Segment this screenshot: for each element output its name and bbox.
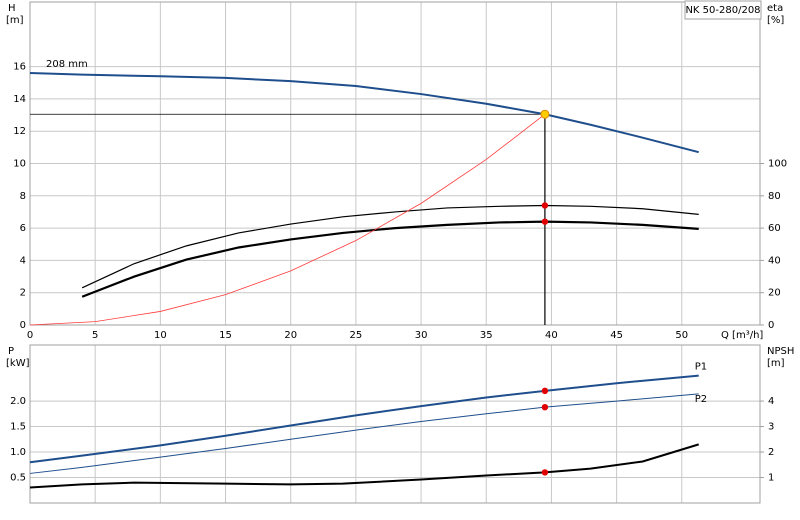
x-tick-label: 20 (284, 330, 297, 341)
y-tick-label: 8 (20, 191, 26, 202)
y2-axis-unit: [m] (767, 358, 785, 369)
series-line (29, 393, 699, 474)
series-label: 208 mm (46, 59, 88, 70)
x-tick-label: 45 (610, 330, 623, 341)
y-tick-label: 12 (13, 126, 26, 137)
plot-frame (29, 344, 761, 504)
plot-frame (29, 1, 761, 326)
operating-point-marker (541, 403, 549, 411)
y2-tick-label: 60 (768, 223, 781, 234)
y-axis-label: H (8, 3, 16, 14)
title-box (684, 0, 762, 20)
y2-axis-label: NPSH (767, 346, 794, 357)
y-axis-unit: [kW] (6, 358, 30, 369)
operating-point-marker (541, 218, 549, 225)
x-tick-label: 15 (219, 330, 232, 341)
x-tick-label: 5 (92, 330, 98, 341)
x-tick-label: 40 (545, 330, 558, 341)
operating-point-marker (541, 469, 549, 476)
y-tick-label: 2 (20, 288, 26, 299)
series-line (29, 113, 546, 326)
y2-axis-label: eta (767, 3, 783, 14)
y-tick-label: 6 (20, 223, 26, 234)
y-tick-label: 1.0 (10, 447, 26, 458)
series-line (29, 374, 699, 464)
y2-tick-label: 1 (768, 473, 774, 484)
x-axis-label: Q [m³/h] (721, 330, 763, 341)
y2-tick-label: 0 (768, 320, 774, 331)
y-axis-label: P (8, 346, 14, 357)
y2-tick-label: 3 (768, 422, 774, 433)
series-line (81, 220, 699, 298)
y2-axis-unit: [%] (767, 15, 784, 26)
operating-point (540, 109, 550, 119)
x-tick-label: 10 (154, 330, 167, 341)
series-line (29, 443, 700, 489)
y2-tick-label: 40 (768, 255, 781, 266)
y-tick-label: 16 (13, 62, 26, 73)
x-tick-label: 35 (480, 330, 493, 341)
operating-point-marker (541, 387, 549, 395)
operating-point-marker (541, 202, 549, 209)
series-label: P1 (695, 362, 707, 373)
series-line (29, 72, 699, 154)
x-tick-label: 30 (415, 330, 428, 341)
x-tick-label: 0 (27, 330, 33, 341)
x-tick-label: 50 (675, 330, 688, 341)
chart-title: NK 50-280/208 (685, 5, 760, 16)
y2-tick-label: 20 (768, 288, 781, 299)
series-label: P2 (695, 394, 707, 405)
y-tick-label: 0 (20, 320, 26, 331)
y-tick-label: 1.5 (10, 422, 26, 433)
y2-tick-label: 2 (768, 447, 774, 458)
y-tick-label: 4 (20, 255, 26, 266)
series-line (81, 204, 699, 289)
y2-tick-label: 4 (768, 396, 774, 407)
y-tick-label: 14 (13, 94, 26, 105)
y-tick-label: 2.0 (10, 396, 26, 407)
y-tick-label: 0.5 (10, 473, 26, 484)
x-tick-label: 25 (350, 330, 363, 341)
y-tick-label: 10 (13, 159, 26, 170)
y2-tick-label: 100 (768, 159, 787, 170)
y2-tick-label: 80 (768, 191, 781, 202)
y-axis-unit: [m] (6, 15, 24, 26)
